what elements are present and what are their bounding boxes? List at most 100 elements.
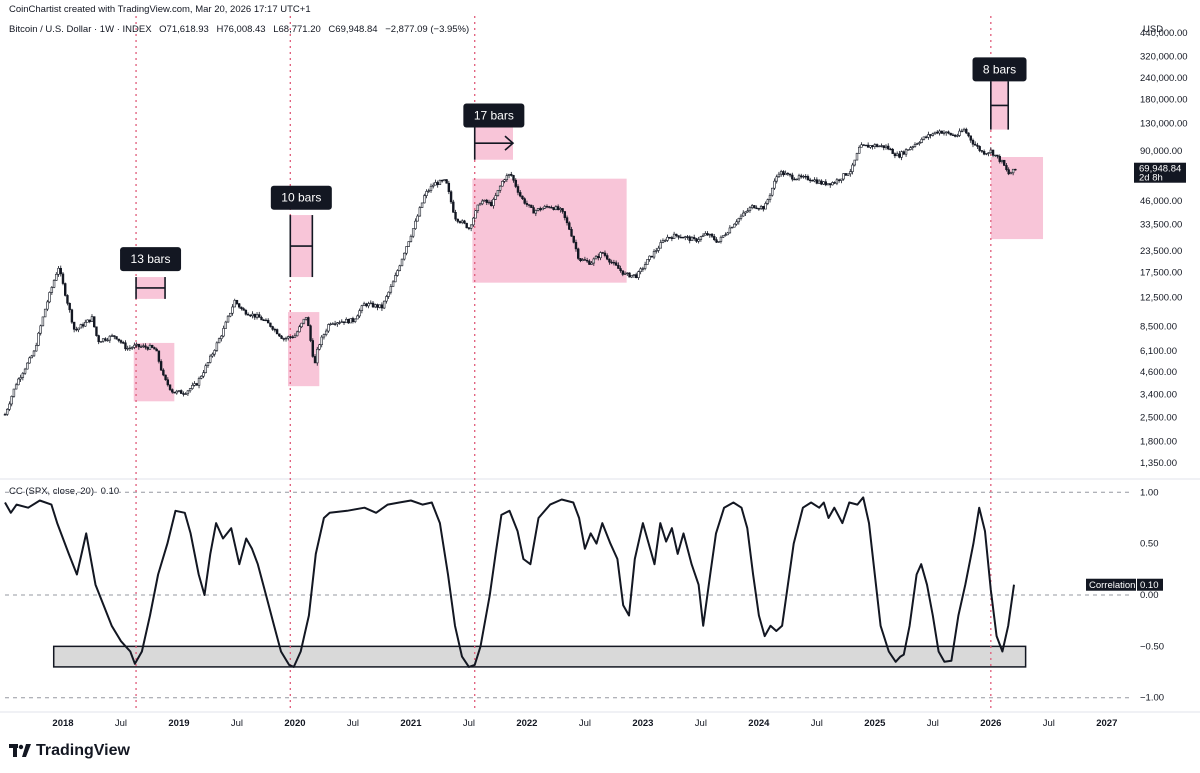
indicator-tick-label: −1.00 <box>1140 693 1164 704</box>
candle-body <box>958 130 961 136</box>
candle-body <box>764 203 767 210</box>
candle-body <box>35 345 38 352</box>
candle-body <box>907 149 910 151</box>
candle-body <box>264 319 268 322</box>
candle-body <box>978 146 981 151</box>
candle-body <box>548 206 551 208</box>
bar-count-marker: 8 bars <box>972 57 1027 130</box>
time-axis[interactable]: 2018 Jul 2019 Jul 2020 Jul 2021 Jul 2022 Jul 2023 J… <box>52 718 1117 729</box>
candle-body <box>815 179 819 184</box>
candle-body <box>195 383 199 386</box>
indicator-name[interactable]: CC (SPX, close, 20) <box>9 486 94 497</box>
candle-body <box>278 333 281 337</box>
correlation-band-layer <box>5 491 1130 699</box>
candle-body <box>623 272 627 275</box>
candle-body <box>162 369 165 376</box>
candle-body <box>974 143 977 146</box>
candle-body <box>322 334 326 338</box>
candle-body <box>539 208 542 211</box>
candle-body <box>481 200 484 205</box>
candle-body <box>222 328 225 337</box>
price-axis[interactable]: 440,000.00 320,000.00 240,000.00 180,000.00… <box>1140 28 1188 469</box>
candle-body <box>68 302 71 311</box>
candle-body <box>432 184 435 187</box>
candle-body <box>400 258 404 267</box>
candle-body <box>284 337 288 340</box>
candle-body <box>485 199 488 203</box>
candle-body <box>748 207 752 212</box>
correlation-tag-label: Correlation <box>1089 580 1135 591</box>
candle-body <box>989 149 993 153</box>
candle-body <box>543 206 546 209</box>
indicator-tick-label: 0.00 <box>1140 590 1159 601</box>
candle-body <box>17 378 20 386</box>
candle-body <box>382 300 386 309</box>
credit-line: CoinChartist created with TradingView.co… <box>9 4 311 15</box>
candle-body <box>833 182 836 184</box>
candle-body <box>806 176 810 181</box>
candle-body <box>191 385 194 389</box>
candle-body <box>572 235 575 243</box>
candle-body <box>779 171 783 175</box>
candle-body <box>233 300 236 308</box>
candle-body <box>249 314 252 317</box>
candle-body <box>532 207 535 214</box>
ohlc-high: H76,008.43 <box>216 24 266 35</box>
candle-body <box>313 356 317 364</box>
time-tick-label: Jul <box>695 718 707 729</box>
candle-body <box>148 344 152 350</box>
candle-body <box>376 304 379 308</box>
candle-body <box>920 138 923 143</box>
candle-body <box>146 347 149 350</box>
grid-layer <box>0 478 1200 713</box>
candle-body <box>226 315 230 323</box>
candle-body <box>706 233 709 236</box>
candle-body <box>982 151 986 155</box>
tradingview-logo[interactable]: TradingView <box>9 742 130 760</box>
candle-body <box>184 393 187 395</box>
marker-label-box <box>972 57 1027 82</box>
candle-body <box>913 144 917 147</box>
indicator-tick-label: 0.50 <box>1140 539 1159 550</box>
candle-body <box>242 308 245 311</box>
candle-body <box>862 144 865 146</box>
candle-body <box>574 242 578 250</box>
candle-body <box>469 224 473 229</box>
candle-body <box>717 241 720 243</box>
marker-label: 8 bars <box>983 62 1016 76</box>
candle-body <box>699 236 703 240</box>
candle-body <box>724 234 727 236</box>
candle-body <box>50 287 54 293</box>
candle-body <box>768 194 772 200</box>
time-tick-label: Jul <box>463 718 475 729</box>
indicator-tick-label: 1.00 <box>1140 487 1159 498</box>
candle-body <box>374 304 377 308</box>
candle-body <box>64 283 67 296</box>
candle-body <box>866 144 870 148</box>
candle-body <box>295 331 299 337</box>
candle-body <box>420 202 424 208</box>
candle-body <box>797 175 801 180</box>
markers-layer[interactable]: 13 bars 10 bars 17 bars 8 bars <box>120 57 1027 299</box>
candle-body <box>311 340 314 357</box>
candle-body <box>436 182 439 185</box>
candle-body <box>844 173 848 176</box>
candle-body <box>608 258 611 263</box>
candle-body <box>159 361 163 371</box>
candle-body <box>672 233 676 239</box>
candle-body <box>28 357 31 364</box>
price-tick-label: 17,500.00 <box>1140 268 1182 279</box>
candle-body <box>411 228 415 237</box>
candle-body <box>568 222 571 230</box>
price-tick-label: 12,500.00 <box>1140 293 1182 304</box>
candle-body <box>753 205 756 209</box>
indicator-axis[interactable]: 1.00 0.50 0.00 −0.50 −1.00 <box>1140 487 1164 703</box>
candle-body <box>552 207 555 210</box>
candle-body <box>891 148 894 154</box>
candle-body <box>128 347 132 349</box>
candle-body <box>713 236 716 240</box>
candle-body <box>487 201 491 204</box>
candle-body <box>884 145 888 148</box>
symbol-name[interactable]: Bitcoin / U.S. Dollar · 1W · INDEX <box>9 24 152 35</box>
